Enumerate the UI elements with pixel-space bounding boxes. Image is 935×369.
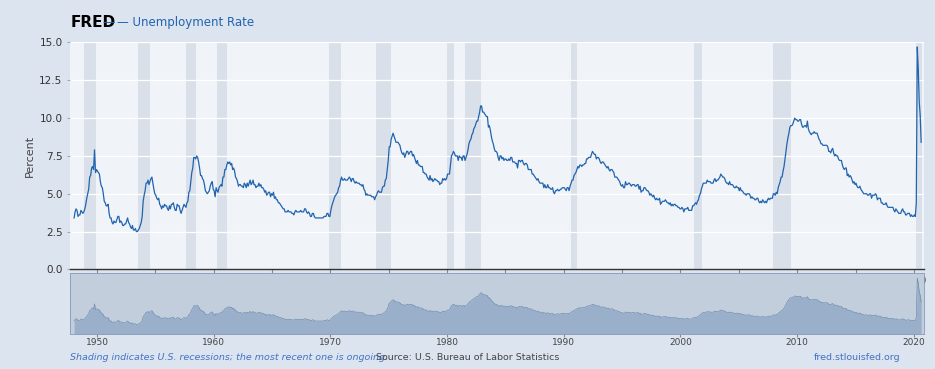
Bar <box>84 42 96 269</box>
Text: —: — <box>103 15 115 29</box>
Bar <box>186 42 196 269</box>
Text: — Unemployment Rate: — Unemployment Rate <box>117 15 254 29</box>
Bar <box>465 42 482 269</box>
Text: Shading indicates U.S. recessions; the most recent one is ongoing.: Shading indicates U.S. recessions; the m… <box>70 353 388 362</box>
Bar <box>773 42 791 269</box>
Text: FRED: FRED <box>70 15 115 30</box>
Bar <box>570 42 578 269</box>
Text: Source: U.S. Bureau of Labor Statistics: Source: U.S. Bureau of Labor Statistics <box>376 353 559 362</box>
Bar <box>217 42 227 269</box>
Bar <box>137 42 151 269</box>
Bar <box>447 42 453 269</box>
Bar <box>376 42 391 269</box>
Bar <box>329 42 341 269</box>
Bar <box>694 42 702 269</box>
Text: fred.stlouisfed.org: fred.stlouisfed.org <box>813 353 900 362</box>
Bar <box>916 42 922 269</box>
Y-axis label: Percent: Percent <box>25 135 36 177</box>
